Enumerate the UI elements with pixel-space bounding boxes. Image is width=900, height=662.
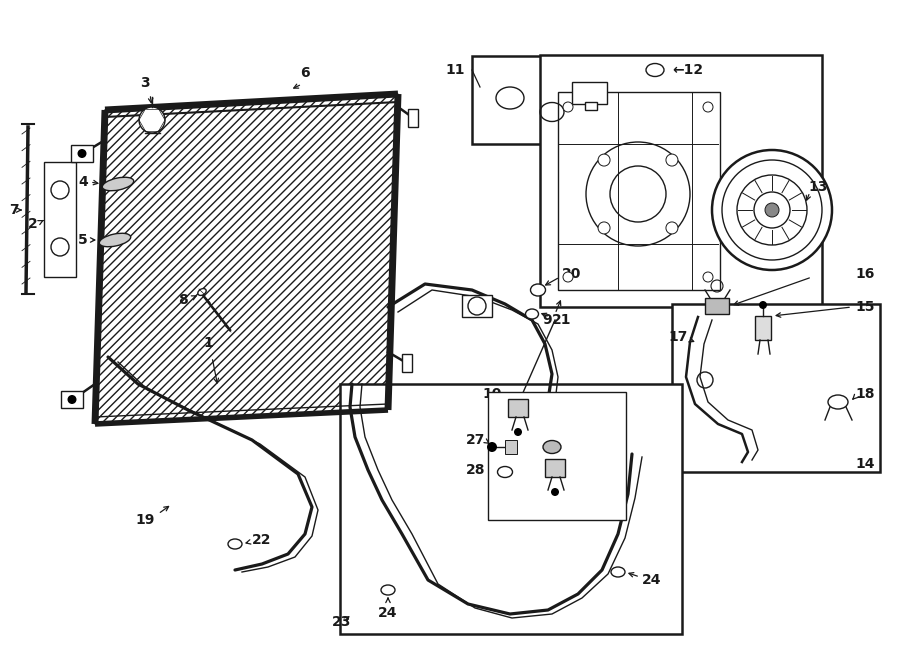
Circle shape	[703, 102, 713, 112]
Bar	[585, 102, 597, 110]
Text: 3: 3	[140, 76, 149, 90]
Circle shape	[759, 301, 767, 309]
Circle shape	[514, 428, 522, 436]
Circle shape	[551, 488, 559, 496]
Circle shape	[666, 222, 678, 234]
Text: 6: 6	[301, 66, 310, 80]
Bar	[755, 316, 771, 340]
Text: 7: 7	[9, 203, 19, 217]
Text: 23: 23	[332, 615, 352, 629]
Bar	[472, 56, 570, 144]
Text: 18: 18	[855, 387, 875, 401]
Text: 9: 9	[543, 313, 552, 327]
Text: 21: 21	[552, 313, 572, 327]
Circle shape	[68, 395, 76, 404]
Ellipse shape	[530, 284, 545, 296]
Circle shape	[712, 150, 832, 270]
Bar	[462, 295, 492, 317]
Text: 15: 15	[855, 300, 875, 314]
Circle shape	[139, 107, 165, 133]
Text: 20: 20	[562, 267, 581, 281]
Circle shape	[765, 203, 779, 217]
Bar	[505, 440, 517, 454]
Circle shape	[703, 272, 713, 282]
Text: 19: 19	[136, 513, 155, 527]
Text: 1: 1	[203, 336, 213, 350]
Text: 26: 26	[572, 437, 591, 451]
Bar	[572, 82, 607, 104]
Text: 16: 16	[855, 267, 875, 281]
Bar	[508, 399, 528, 417]
Ellipse shape	[526, 309, 538, 319]
Circle shape	[77, 149, 86, 158]
Bar	[545, 459, 565, 477]
Bar	[705, 298, 729, 314]
Circle shape	[563, 102, 573, 112]
Bar	[44, 162, 76, 277]
Bar	[340, 384, 682, 634]
Ellipse shape	[99, 233, 130, 247]
Bar	[408, 109, 418, 127]
Text: 24: 24	[642, 573, 662, 587]
Text: 5: 5	[78, 233, 88, 247]
Text: 27: 27	[465, 433, 485, 447]
Bar	[672, 304, 880, 472]
Polygon shape	[95, 94, 398, 424]
Bar	[71, 145, 93, 162]
Text: ←12: ←12	[672, 63, 703, 77]
Bar	[402, 354, 412, 372]
Text: 11: 11	[446, 63, 465, 77]
Bar	[558, 92, 720, 290]
Text: 25: 25	[572, 465, 591, 479]
Text: 2: 2	[28, 217, 38, 231]
Text: 28: 28	[465, 463, 485, 477]
Text: 29: 29	[572, 400, 591, 414]
Circle shape	[563, 272, 573, 282]
Ellipse shape	[512, 401, 522, 408]
Bar	[488, 392, 626, 520]
Text: 4: 4	[78, 175, 88, 189]
Ellipse shape	[103, 177, 134, 191]
Text: 22: 22	[252, 533, 272, 547]
Text: 10: 10	[482, 387, 502, 401]
Text: 14: 14	[855, 457, 875, 471]
Circle shape	[666, 154, 678, 166]
Ellipse shape	[198, 289, 206, 295]
Circle shape	[598, 154, 610, 166]
Text: 8: 8	[178, 293, 188, 307]
Text: 24: 24	[378, 606, 398, 620]
Text: 13: 13	[808, 180, 827, 194]
Bar	[540, 55, 822, 307]
Circle shape	[487, 442, 497, 452]
Circle shape	[598, 222, 610, 234]
Bar	[61, 391, 83, 408]
Ellipse shape	[543, 440, 561, 453]
Text: 17: 17	[669, 330, 688, 344]
